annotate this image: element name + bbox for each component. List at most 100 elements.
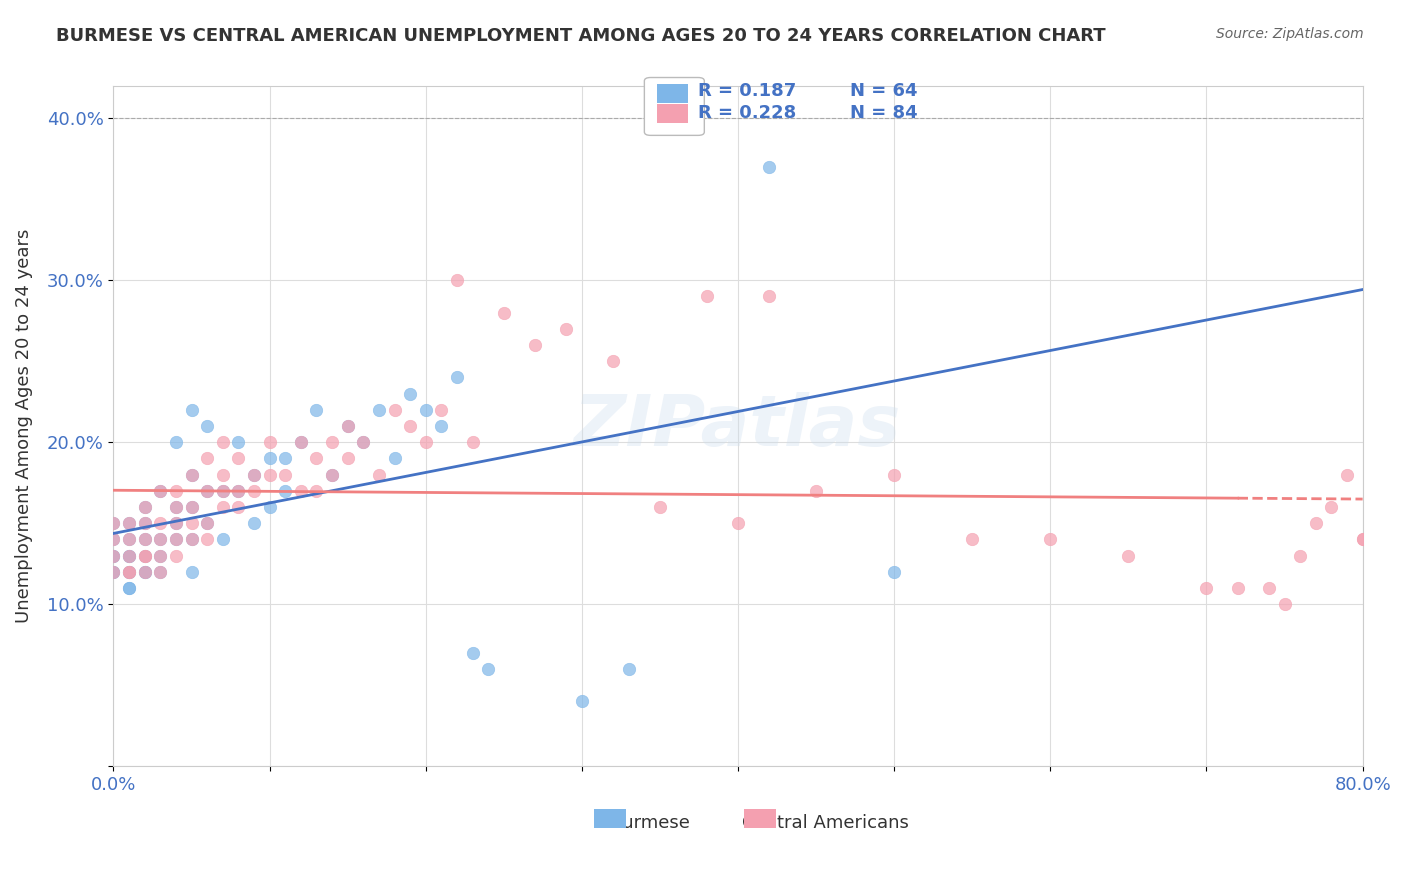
Point: [149, 565, 172, 579]
Point: [118, 565, 141, 579]
Point: [118, 581, 141, 595]
Point: [165, 516, 187, 531]
Point: [134, 533, 156, 547]
Text: R = 0.187: R = 0.187: [699, 82, 796, 100]
Point: [274, 451, 297, 466]
Point: [617, 662, 640, 676]
Point: [134, 549, 156, 563]
Point: [118, 565, 141, 579]
Point: [1039, 533, 1062, 547]
Point: [180, 533, 202, 547]
Point: [1258, 581, 1281, 595]
Point: [134, 565, 156, 579]
Point: [149, 483, 172, 498]
Point: [149, 565, 172, 579]
Point: [134, 549, 156, 563]
Text: N = 64: N = 64: [851, 82, 918, 100]
Point: [195, 516, 218, 531]
Point: [524, 338, 547, 352]
FancyBboxPatch shape: [644, 78, 704, 136]
Point: [1289, 549, 1312, 563]
Point: [165, 435, 187, 450]
Point: [259, 500, 281, 514]
Point: [305, 402, 328, 417]
Point: [118, 549, 141, 563]
Point: [446, 273, 468, 287]
Point: [103, 516, 125, 531]
Text: N = 84: N = 84: [851, 103, 918, 122]
Point: [211, 467, 233, 482]
Point: [211, 435, 233, 450]
Point: [211, 500, 233, 514]
Point: [180, 402, 202, 417]
Point: [228, 435, 250, 450]
Text: Burmese: Burmese: [610, 814, 690, 832]
Point: [274, 483, 297, 498]
Point: [134, 549, 156, 563]
Point: [103, 565, 125, 579]
Point: [430, 419, 453, 434]
Point: [883, 565, 905, 579]
Point: [228, 483, 250, 498]
Point: [1305, 516, 1327, 531]
Point: [681, 111, 703, 125]
Point: [118, 533, 141, 547]
Point: [118, 565, 141, 579]
Point: [118, 533, 141, 547]
Point: [477, 662, 499, 676]
Point: [180, 500, 202, 514]
Text: BURMESE VS CENTRAL AMERICAN UNEMPLOYMENT AMONG AGES 20 TO 24 YEARS CORRELATION C: BURMESE VS CENTRAL AMERICAN UNEMPLOYMENT…: [56, 27, 1107, 45]
Point: [103, 549, 125, 563]
Point: [336, 419, 359, 434]
Point: [336, 419, 359, 434]
Point: [1336, 467, 1358, 482]
Point: [103, 549, 125, 563]
Point: [274, 467, 297, 482]
Point: [103, 565, 125, 579]
Point: [555, 322, 578, 336]
Point: [195, 516, 218, 531]
Point: [134, 565, 156, 579]
Point: [321, 435, 343, 450]
Point: [368, 402, 391, 417]
Point: [211, 483, 233, 498]
Point: [399, 419, 422, 434]
Point: [461, 435, 484, 450]
Y-axis label: Unemployment Among Ages 20 to 24 years: Unemployment Among Ages 20 to 24 years: [15, 229, 32, 624]
FancyBboxPatch shape: [595, 808, 626, 828]
Point: [211, 533, 233, 547]
Text: ZIPatlas: ZIPatlas: [575, 392, 901, 460]
Point: [134, 533, 156, 547]
Point: [492, 305, 515, 319]
Point: [195, 451, 218, 466]
Point: [1351, 533, 1374, 547]
Point: [180, 467, 202, 482]
Point: [118, 565, 141, 579]
Text: Source: ZipAtlas.com: Source: ZipAtlas.com: [1216, 27, 1364, 41]
FancyBboxPatch shape: [657, 84, 688, 103]
Point: [103, 549, 125, 563]
Point: [103, 516, 125, 531]
Point: [305, 451, 328, 466]
Text: Central Americans: Central Americans: [742, 814, 908, 832]
Point: [134, 516, 156, 531]
Point: [103, 533, 125, 547]
Point: [134, 500, 156, 514]
Point: [352, 435, 374, 450]
Point: [883, 467, 905, 482]
Point: [727, 516, 749, 531]
Point: [446, 370, 468, 384]
Point: [149, 483, 172, 498]
Point: [290, 483, 312, 498]
Point: [758, 160, 780, 174]
Point: [180, 516, 202, 531]
Point: [118, 581, 141, 595]
Point: [1274, 597, 1296, 611]
Point: [165, 500, 187, 514]
Point: [228, 483, 250, 498]
Point: [211, 483, 233, 498]
Point: [149, 533, 172, 547]
Point: [165, 549, 187, 563]
Point: [165, 533, 187, 547]
Point: [118, 549, 141, 563]
